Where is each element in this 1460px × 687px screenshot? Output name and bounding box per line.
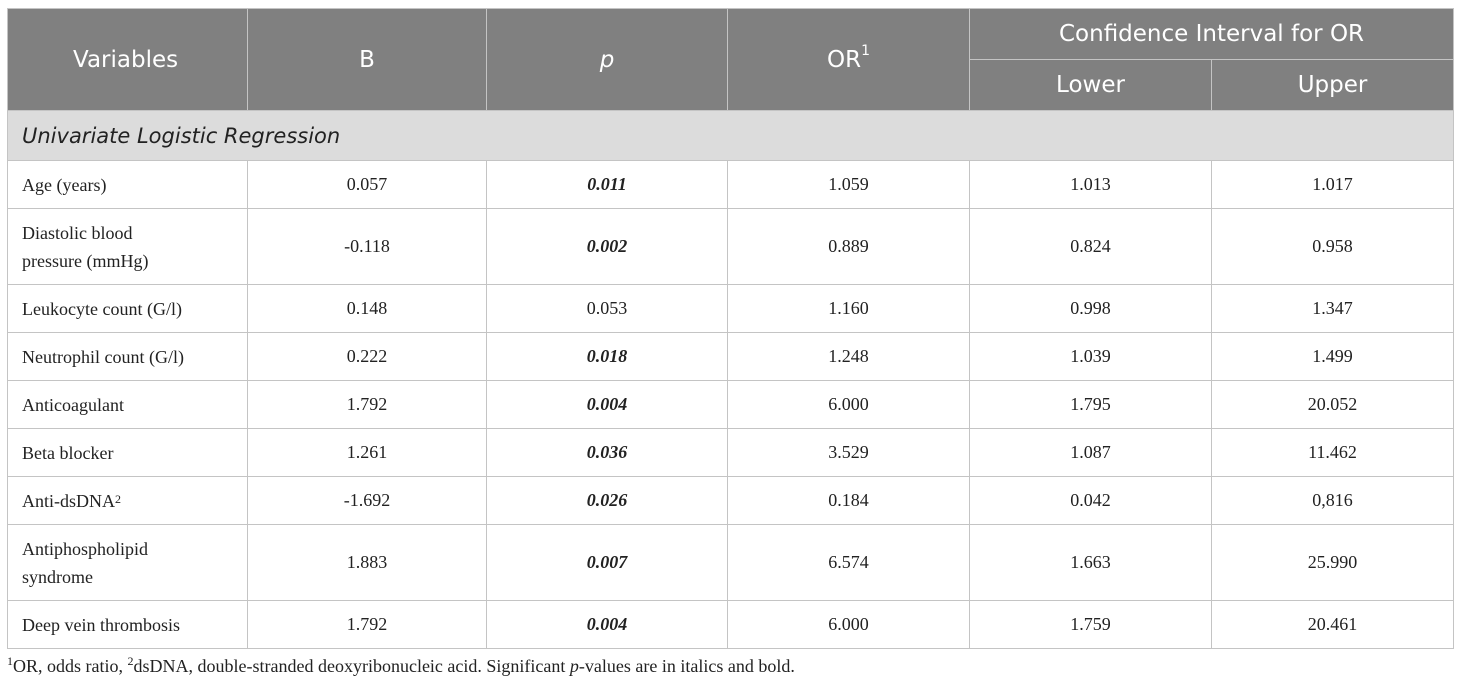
cell-lower: 1.013 [969,160,1212,209]
cell-or: 1.059 [727,160,970,209]
cell-p: 0.026 [486,476,728,525]
cell-p: 0.004 [486,380,728,429]
cell-b: 0.148 [247,284,487,333]
cell-lower: 1.087 [969,428,1212,477]
cell-or: 6.574 [727,524,970,601]
cell-or: 1.160 [727,284,970,333]
cell-p: 0.004 [486,600,728,649]
variable-label: Neutrophil count (G/l) [22,346,184,367]
cell-lower: 1.795 [969,380,1212,429]
header-or: OR1 [727,8,970,111]
variable-label: Anticoagulant [22,394,124,415]
variable-label: Diastolic blood pressure (mmHg) [22,222,149,271]
regression-table: Variables B p OR1 Confidence Interval fo… [6,8,1455,649]
cell-b: 1.792 [247,600,487,649]
cell-upper: 1.499 [1210,332,1455,381]
cell-b: 1.261 [247,428,487,477]
variable-label: Age (years) [22,174,107,195]
cell-p: 0.011 [486,160,728,209]
table-row: Anti-dsDNA2 -1.692 0.026 0.184 0.042 0,816 [7,476,1455,525]
cell-upper: 25.990 [1210,524,1455,601]
variable-label: Antiphospholipid syndrome [22,538,149,587]
variable-footnote-marker: 2 [115,491,121,506]
table-wrapper: Variables B p OR1 Confidence Interval fo… [6,8,1455,649]
header-or-footnote-marker: 1 [861,42,870,59]
cell-upper: 11.462 [1210,428,1455,477]
footnote-marker-2: 2 [127,654,134,668]
cell-p: 0.053 [486,284,728,333]
section-title: Univariate Logistic Regression [6,110,1455,161]
cell-variable: Age (years) [7,160,248,209]
header-or-label: OR [826,46,862,73]
cell-b: 1.792 [247,380,487,429]
footnote-text-1: OR, odds ratio, [13,656,128,676]
cell-or: 6.000 [727,380,970,429]
variable-label: Beta blocker [22,442,114,463]
cell-upper: 1.347 [1210,284,1455,333]
cell-b: 1.883 [247,524,487,601]
cell-or: 3.529 [727,428,970,477]
variable-label: Deep vein thrombosis [22,614,180,635]
table-body: Univariate Logistic Regression Age (year… [6,110,1455,649]
cell-lower: 0.998 [969,284,1212,333]
cell-variable: Anti-dsDNA2 [7,476,248,525]
footnote-marker-1: 1 [7,654,13,668]
table-row: Antiphospholipid syndrome 1.883 0.007 6.574… [7,524,1455,601]
cell-upper: 20.052 [1210,380,1455,429]
section-row: Univariate Logistic Regression [6,110,1455,161]
footnote: 1OR, odds ratio, 2dsDNA, double-stranded… [7,654,795,677]
cell-or: 0.184 [727,476,970,525]
header-lower: Lower [969,59,1212,111]
footnote-text-2: dsDNA, double-stranded deoxyribonucleic … [133,656,570,676]
cell-upper: 20.461 [1210,600,1455,649]
cell-p: 0.002 [486,208,728,285]
cell-variable: Beta blocker [7,428,248,477]
cell-variable: Diastolic blood pressure (mmHg) [7,208,248,285]
cell-lower: 0.824 [969,208,1212,285]
cell-lower: 1.039 [969,332,1212,381]
cell-b: -0.118 [247,208,487,285]
cell-b: 0.057 [247,160,487,209]
table-row: Deep vein thrombosis 1.792 0.004 6.000 1.759… [7,600,1455,649]
cell-or: 1.248 [727,332,970,381]
table-row: Leukocyte count (G/l) 0.148 0.053 1.160 0.99… [7,284,1455,333]
table-row: Neutrophil count (G/l) 0.222 0.018 1.248 1.0… [7,332,1455,381]
footnote-p-symbol: p [569,656,579,676]
cell-or: 0.889 [727,208,970,285]
cell-p: 0.007 [486,524,728,601]
cell-upper: 0.958 [1210,208,1455,285]
cell-p: 0.018 [486,332,728,381]
table-header: Variables B p OR1 Confidence Interval fo… [7,8,1455,111]
cell-upper: 0,816 [1210,476,1455,525]
cell-variable: Deep vein thrombosis [7,600,248,649]
table-row: Beta blocker 1.261 0.036 3.529 1.087 11.462 [7,428,1455,477]
cell-b: 0.222 [247,332,487,381]
cell-p: 0.036 [486,428,728,477]
cell-lower: 1.759 [969,600,1212,649]
table-row: Diastolic blood pressure (mmHg) -0.118 0.0… [7,208,1455,285]
cell-variable: Antiphospholipid syndrome [7,524,248,601]
header-upper: Upper [1210,59,1455,111]
cell-variable: Leukocyte count (G/l) [7,284,248,333]
variable-label: Leukocyte count (G/l) [22,298,182,319]
cell-lower: 0.042 [969,476,1212,525]
cell-or: 6.000 [727,600,970,649]
header-b: B [247,8,487,111]
cell-variable: Neutrophil count (G/l) [7,332,248,381]
cell-variable: Anticoagulant [7,380,248,429]
cell-lower: 1.663 [969,524,1212,601]
cell-b: -1.692 [247,476,487,525]
footnote-text-3: -values are in italics and bold. [578,656,795,676]
header-p: p [486,8,728,111]
cell-upper: 1.017 [1210,160,1455,209]
table-row: Anticoagulant 1.792 0.004 6.000 1.795 20.052 [7,380,1455,429]
header-confidence-interval: Confidence Interval for OR [968,8,1455,60]
header-variables: Variables [7,8,248,111]
table-row: Age (years) 0.057 0.011 1.059 1.013 1.017 [7,160,1455,209]
variable-label: Anti-dsDNA [22,490,115,511]
